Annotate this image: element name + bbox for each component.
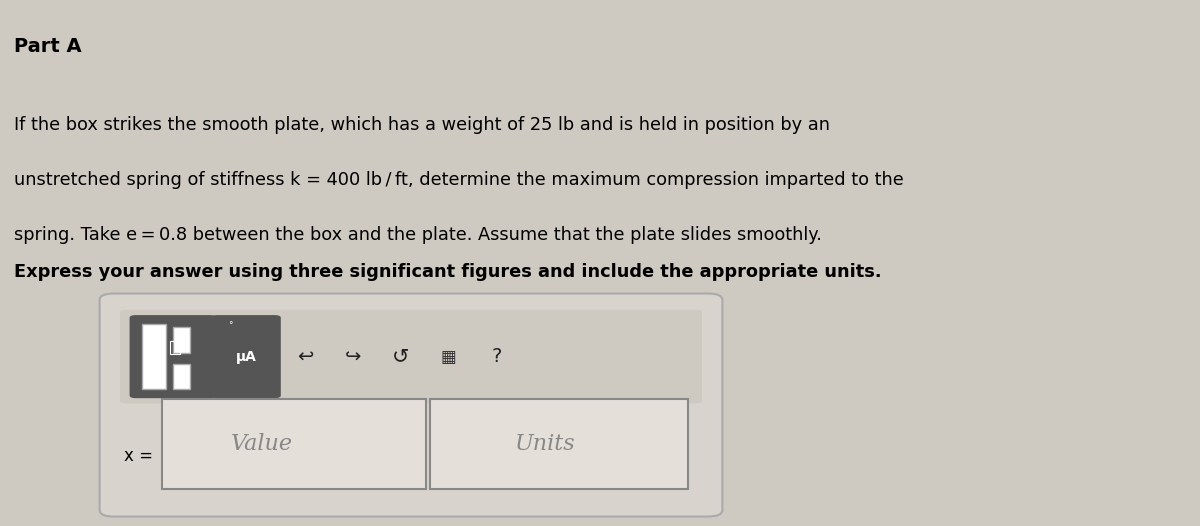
Text: ?: ? bbox=[492, 347, 502, 366]
Text: x =: x = bbox=[124, 447, 152, 464]
Text: ↩: ↩ bbox=[296, 347, 313, 366]
Text: unstretched spring of stiffness k = 400 lb / ft, determine the maximum compressi: unstretched spring of stiffness k = 400 … bbox=[14, 171, 904, 189]
Text: μA: μA bbox=[235, 350, 257, 363]
FancyBboxPatch shape bbox=[130, 315, 216, 398]
Text: ↪: ↪ bbox=[344, 347, 361, 366]
Text: If the box strikes the smooth plate, which has a weight of 25 lb and is held in : If the box strikes the smooth plate, whi… bbox=[14, 116, 830, 134]
FancyBboxPatch shape bbox=[142, 324, 166, 389]
Bar bbox=[162, 399, 426, 489]
Text: spring. Take e = 0.8 between the box and the plate. Assume that the plate slides: spring. Take e = 0.8 between the box and… bbox=[14, 226, 822, 244]
Text: ↺: ↺ bbox=[392, 347, 409, 367]
FancyBboxPatch shape bbox=[173, 363, 190, 389]
FancyBboxPatch shape bbox=[100, 294, 722, 517]
Bar bbox=[430, 399, 688, 489]
FancyBboxPatch shape bbox=[173, 327, 190, 353]
Text: ▦: ▦ bbox=[440, 348, 457, 366]
Text: Express your answer using three significant figures and include the appropriate : Express your answer using three signific… bbox=[14, 263, 882, 281]
Text: °: ° bbox=[228, 321, 233, 330]
Text: Part A: Part A bbox=[14, 37, 82, 56]
FancyBboxPatch shape bbox=[211, 315, 281, 398]
FancyBboxPatch shape bbox=[120, 310, 702, 403]
Text: Units: Units bbox=[515, 433, 576, 455]
Text: Value: Value bbox=[232, 433, 293, 455]
